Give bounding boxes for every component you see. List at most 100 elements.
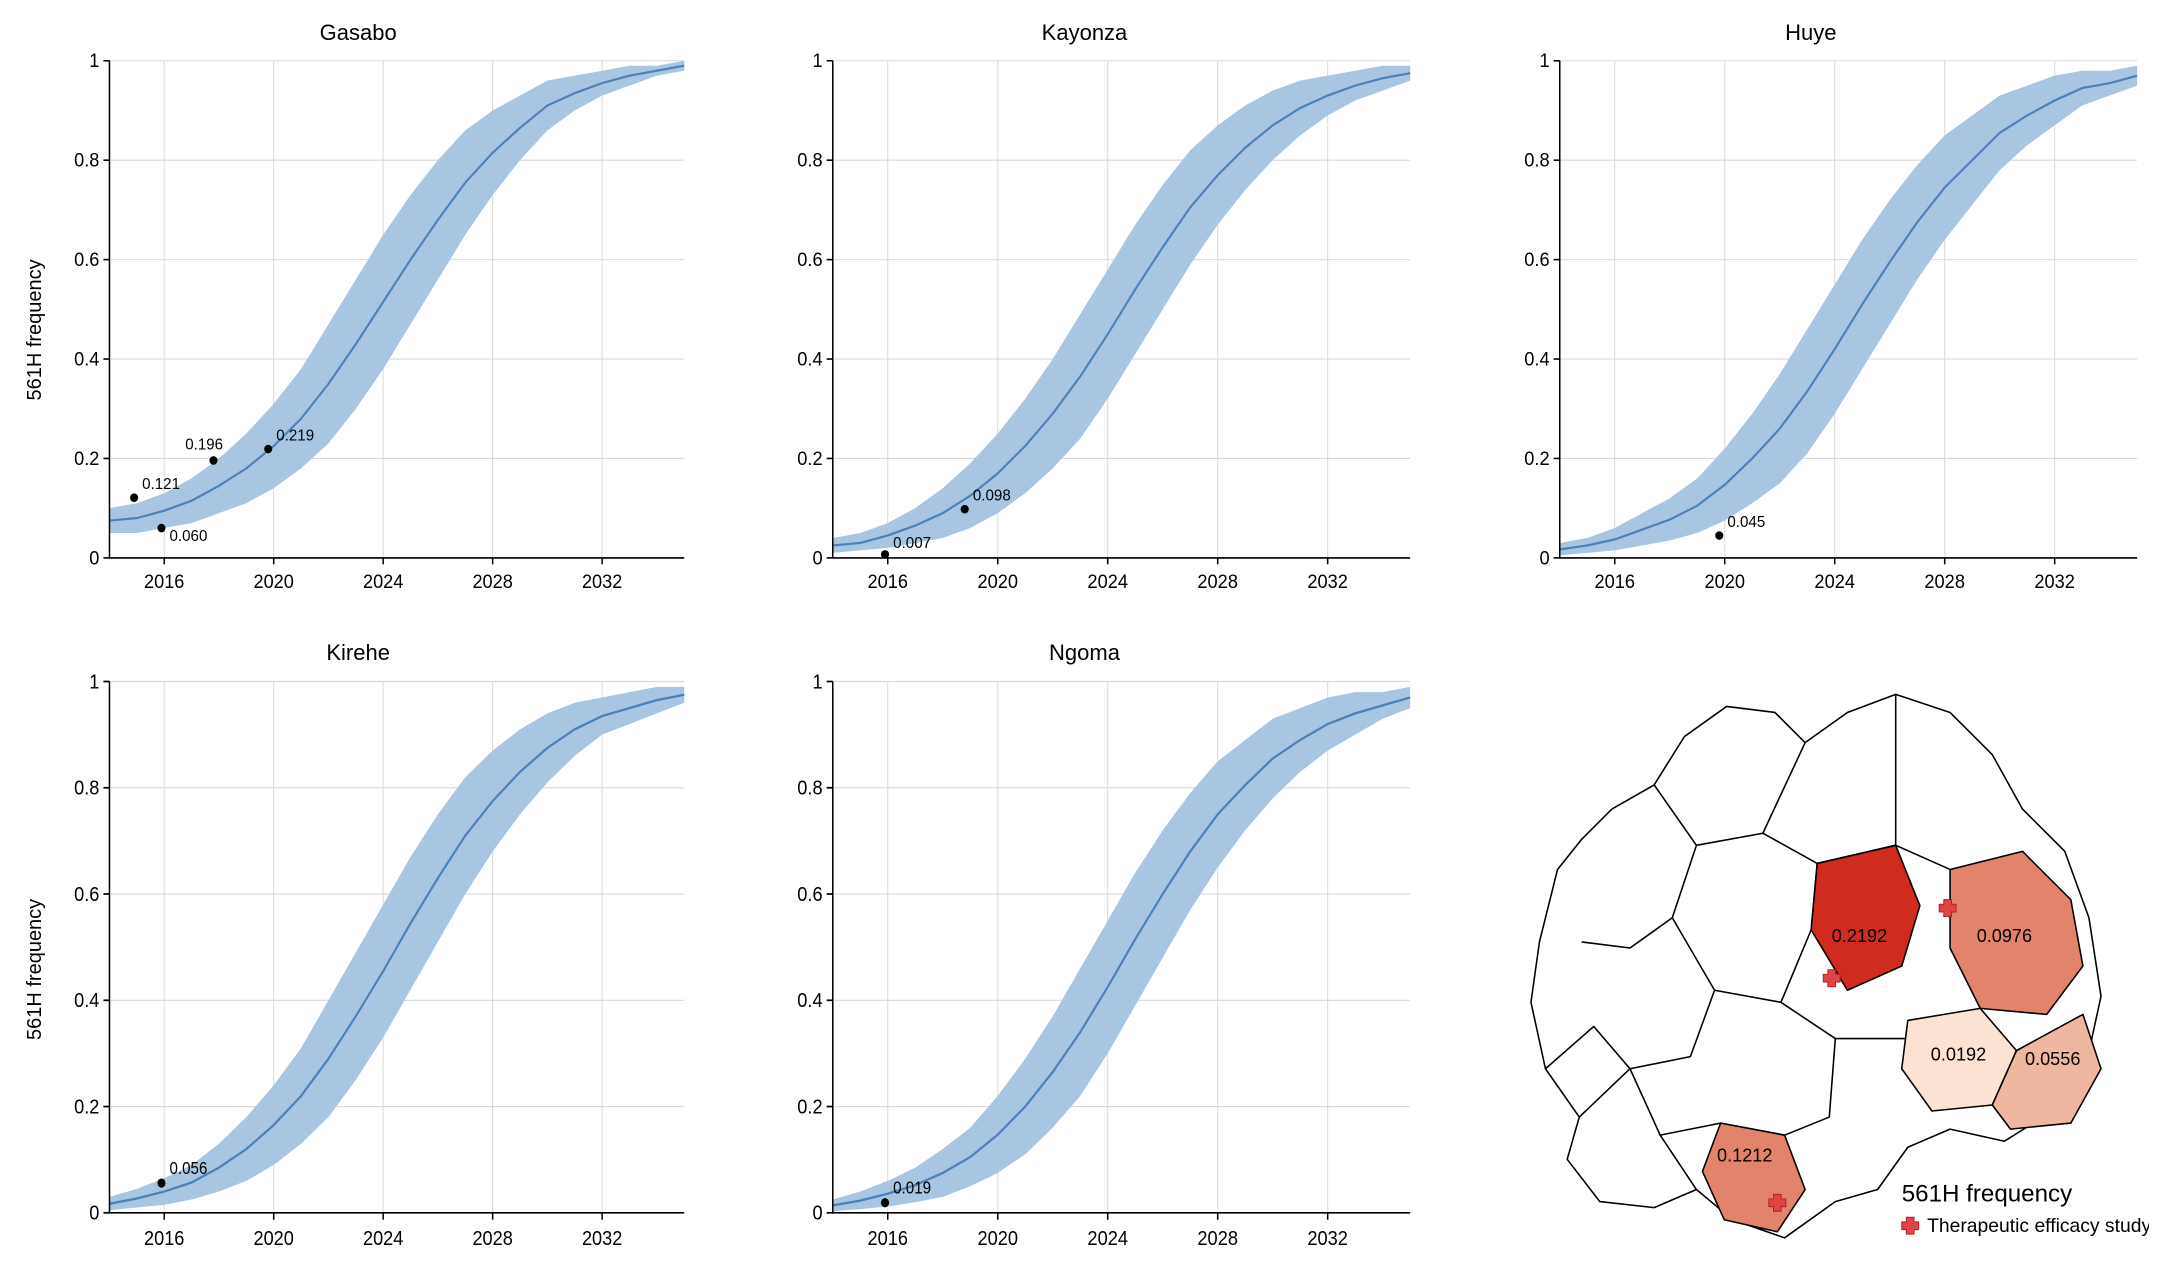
panel-title: Huye [1473,20,2149,46]
x-tick-label: 2028 [1198,571,1239,593]
panel-title: Kirehe [20,640,696,666]
y-tick-label: 0.8 [798,776,823,799]
map-legend-title: 561H frequency [1901,1180,2072,1207]
x-tick-label: 2028 [472,570,512,592]
y-tick-label: 0.8 [1524,149,1549,171]
y-tick-label: 0.6 [798,249,823,271]
district-border [1714,990,1835,1135]
y-tick-label: 0 [813,1201,823,1224]
data-point [157,1178,165,1187]
x-tick-label: 2020 [978,571,1019,593]
study-site-marker [1901,1217,1918,1234]
x-tick-label: 2028 [472,1226,512,1249]
y-tick-label: 0.6 [1524,249,1549,271]
x-tick-label: 2024 [363,1226,404,1249]
x-tick-label: 2020 [254,570,294,592]
y-tick-label: 1 [89,50,99,71]
x-tick-label: 2016 [1594,571,1635,593]
point-annotation: 0.098 [973,487,1011,505]
y-tick-label: 0.6 [74,882,99,905]
point-annotation: 0.045 [1727,514,1765,532]
district-value-label: 0.0556 [2025,1049,2080,1069]
y-tick-label: 0 [813,547,823,569]
point-annotation: 0.007 [893,535,931,553]
data-point [881,1198,889,1207]
data-point [1715,531,1723,540]
x-tick-label: 2028 [1198,1227,1239,1250]
panel-title: Kayonza [746,20,1422,46]
confidence-band [109,61,684,533]
y-tick-label: 0 [89,1201,99,1224]
data-point [961,505,969,514]
point-annotation: 0.121 [142,476,180,494]
panel-title: Ngoma [746,640,1422,666]
chart-panel-gasabo: Gasabo561H frequency00.20.40.60.81201620… [20,20,696,610]
chart-panel-huye: Huye 0 0.2 0.4 0.6 0.8 1 2016 2020 2024 2028 2032 0.… [1473,20,2149,610]
y-tick-label: 0.2 [1524,447,1549,469]
point-annotation: 0.196 [185,436,223,454]
chart-panel-kayonza: Kayonza00.20.40.60.812016202020242028203… [746,20,1422,610]
district-value-label: 0.0192 [1930,1044,1985,1064]
x-tick-label: 2032 [2034,571,2075,593]
y-tick-label: 1 [89,670,99,693]
x-tick-label: 2024 [363,570,403,592]
district-border [1579,917,1714,1116]
y-tick-label: 0 [1539,547,1549,569]
data-point [264,445,272,454]
data-point [881,550,889,559]
district-kirehe [1992,1014,2101,1129]
x-tick-label: 2020 [1704,571,1745,593]
x-tick-label: 2024 [1088,1227,1129,1250]
y-tick-label: 0.6 [74,249,99,271]
map-panel: 0.2192 0.0976 0.0192 0.0556 0.1212 561H frequ… [1473,640,2149,1268]
y-tick-label: 1 [813,670,823,693]
confidence-band [833,66,1410,553]
x-tick-label: 2032 [1308,1227,1349,1250]
x-tick-label: 2032 [1308,571,1349,593]
y-axis-label: 561H frequency [20,50,51,610]
chart-panel-ngoma: Ngoma 0 0.2 0.4 0.6 0.8 1 2016 2020 2024 2028 2032 0… [746,640,1422,1268]
x-tick-label: 2016 [868,1227,909,1250]
x-tick-label: 2016 [144,570,184,592]
data-point [130,493,138,502]
y-tick-label: 0.8 [74,149,99,171]
point-annotation: 0.019 [893,1178,931,1197]
y-tick-label: 0.4 [798,989,823,1012]
y-tick-label: 1 [1539,50,1549,71]
y-tick-label: 1 [813,50,823,71]
y-tick-label: 0.2 [74,447,99,469]
district-value-label: 0.0976 [1976,925,2031,945]
point-annotation: 0.219 [276,427,314,445]
x-tick-label: 2020 [254,1226,295,1249]
x-tick-label: 2016 [144,1226,184,1249]
figure-grid: Gasabo 561H frequency 0 0.2 0.4 0.6 0.8 1 2016 20… [20,20,2149,1268]
map-legend-item: Therapeutic efficacy study site [1927,1215,2149,1236]
district-border [1696,833,1817,930]
y-tick-label: 0.2 [798,1095,823,1118]
y-tick-label: 0.2 [74,1095,99,1118]
x-tick-label: 2028 [1924,571,1965,593]
x-tick-label: 2032 [582,1226,622,1249]
district-value-label: 0.2192 [1831,925,1886,945]
data-point [157,524,165,533]
y-tick-label: 0.4 [1524,348,1549,370]
y-tick-label: 0 [89,547,99,569]
district-gasabo [1811,845,1920,990]
district-border [1581,784,1696,947]
chart-panel-kirehe: Kirehe561H frequency00.20.40.60.81201620… [20,640,696,1268]
data-point [209,456,217,465]
y-tick-label: 0.6 [798,882,823,905]
x-tick-label: 2024 [1088,571,1129,593]
x-tick-label: 2024 [1814,571,1855,593]
point-annotation: 0.060 [170,528,208,546]
x-tick-label: 2032 [582,570,622,592]
y-axis-label: 561H frequency [20,670,51,1268]
y-tick-label: 0.2 [798,447,823,469]
panel-title: Gasabo [20,20,696,46]
x-tick-label: 2020 [978,1227,1019,1250]
point-annotation: 0.056 [170,1159,208,1178]
x-tick-label: 2016 [868,571,909,593]
y-tick-label: 0.8 [798,149,823,171]
confidence-band [833,686,1410,1210]
district-value-label: 0.1212 [1717,1145,1772,1165]
